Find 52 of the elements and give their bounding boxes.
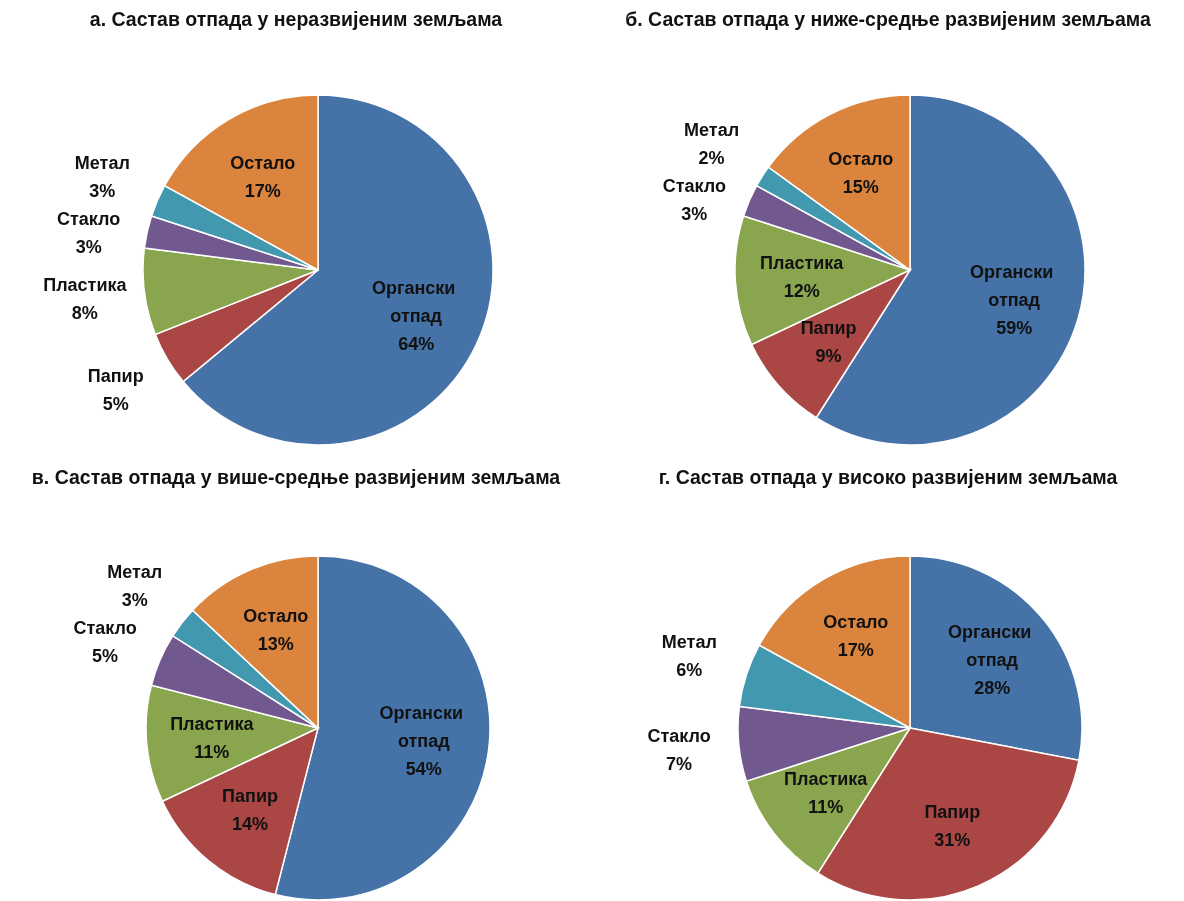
chart-title: г. Састав отпада у високо развијеним земљама bbox=[658, 466, 1118, 488]
slice-label: Остало bbox=[243, 606, 309, 627]
slice-label: Папир bbox=[800, 317, 857, 338]
slice-label: Метал bbox=[684, 120, 740, 141]
slice-label: Органски отпад bbox=[947, 622, 1037, 671]
data-label: 17% bbox=[837, 640, 874, 661]
slice-label: Органски отпад bbox=[379, 703, 469, 752]
slice-label: Папир bbox=[87, 365, 144, 386]
slice-label: Метал bbox=[107, 561, 163, 582]
slice-label: Пластика bbox=[43, 275, 128, 296]
slice-label: Папир bbox=[222, 786, 278, 807]
data-label: 11% bbox=[194, 742, 230, 763]
data-label: 12% bbox=[783, 280, 820, 301]
slice-label: Стакло bbox=[73, 617, 137, 638]
slice-label: Стакло bbox=[662, 176, 726, 197]
data-label: 6% bbox=[676, 660, 703, 681]
data-label: 8% bbox=[71, 303, 98, 324]
data-label: 11% bbox=[808, 797, 844, 818]
data-label: 13% bbox=[257, 634, 294, 655]
data-label: 31% bbox=[934, 829, 971, 850]
data-label: 7% bbox=[666, 753, 693, 774]
slice-label: Органски отпад bbox=[371, 278, 461, 327]
data-label: 3% bbox=[121, 589, 148, 610]
data-label: 3% bbox=[89, 180, 116, 201]
slice-label: Органски отпад bbox=[969, 262, 1059, 311]
slice-label: Стакло bbox=[57, 208, 121, 229]
data-label: 17% bbox=[244, 180, 281, 201]
slice-label: Метал bbox=[74, 152, 130, 173]
slice-label: Метал bbox=[661, 632, 717, 653]
data-label: 59% bbox=[996, 318, 1033, 339]
slice-label: Папир bbox=[924, 801, 981, 822]
data-label: 9% bbox=[815, 345, 842, 366]
slice-label: Остало bbox=[823, 612, 889, 633]
slice-label: Пластика bbox=[170, 714, 255, 735]
slice-label: Остало bbox=[828, 149, 894, 170]
data-label: 3% bbox=[75, 236, 102, 257]
data-label: 54% bbox=[405, 759, 442, 780]
slice-label: Пластика bbox=[784, 769, 869, 790]
data-label: 14% bbox=[232, 814, 269, 835]
data-label: 5% bbox=[92, 645, 119, 666]
chart-title: в. Састав отпада у више-средње развијеним земљама bbox=[31, 466, 561, 488]
data-label: 2% bbox=[698, 148, 725, 169]
slice-label: Стакло bbox=[647, 725, 711, 746]
data-label: 28% bbox=[974, 678, 1011, 699]
chart-title: б. Састав отпада у ниже-средње развијеним земљама bbox=[625, 8, 1151, 30]
slice-label: Пластика bbox=[760, 252, 845, 273]
chart-title: а. Састав отпада у неразвијеним земљама bbox=[89, 8, 503, 30]
data-label: 15% bbox=[842, 177, 879, 198]
data-label: 3% bbox=[681, 204, 708, 225]
data-label: 5% bbox=[102, 393, 129, 414]
slice-label: Остало bbox=[230, 152, 296, 173]
data-label: 64% bbox=[398, 334, 435, 355]
